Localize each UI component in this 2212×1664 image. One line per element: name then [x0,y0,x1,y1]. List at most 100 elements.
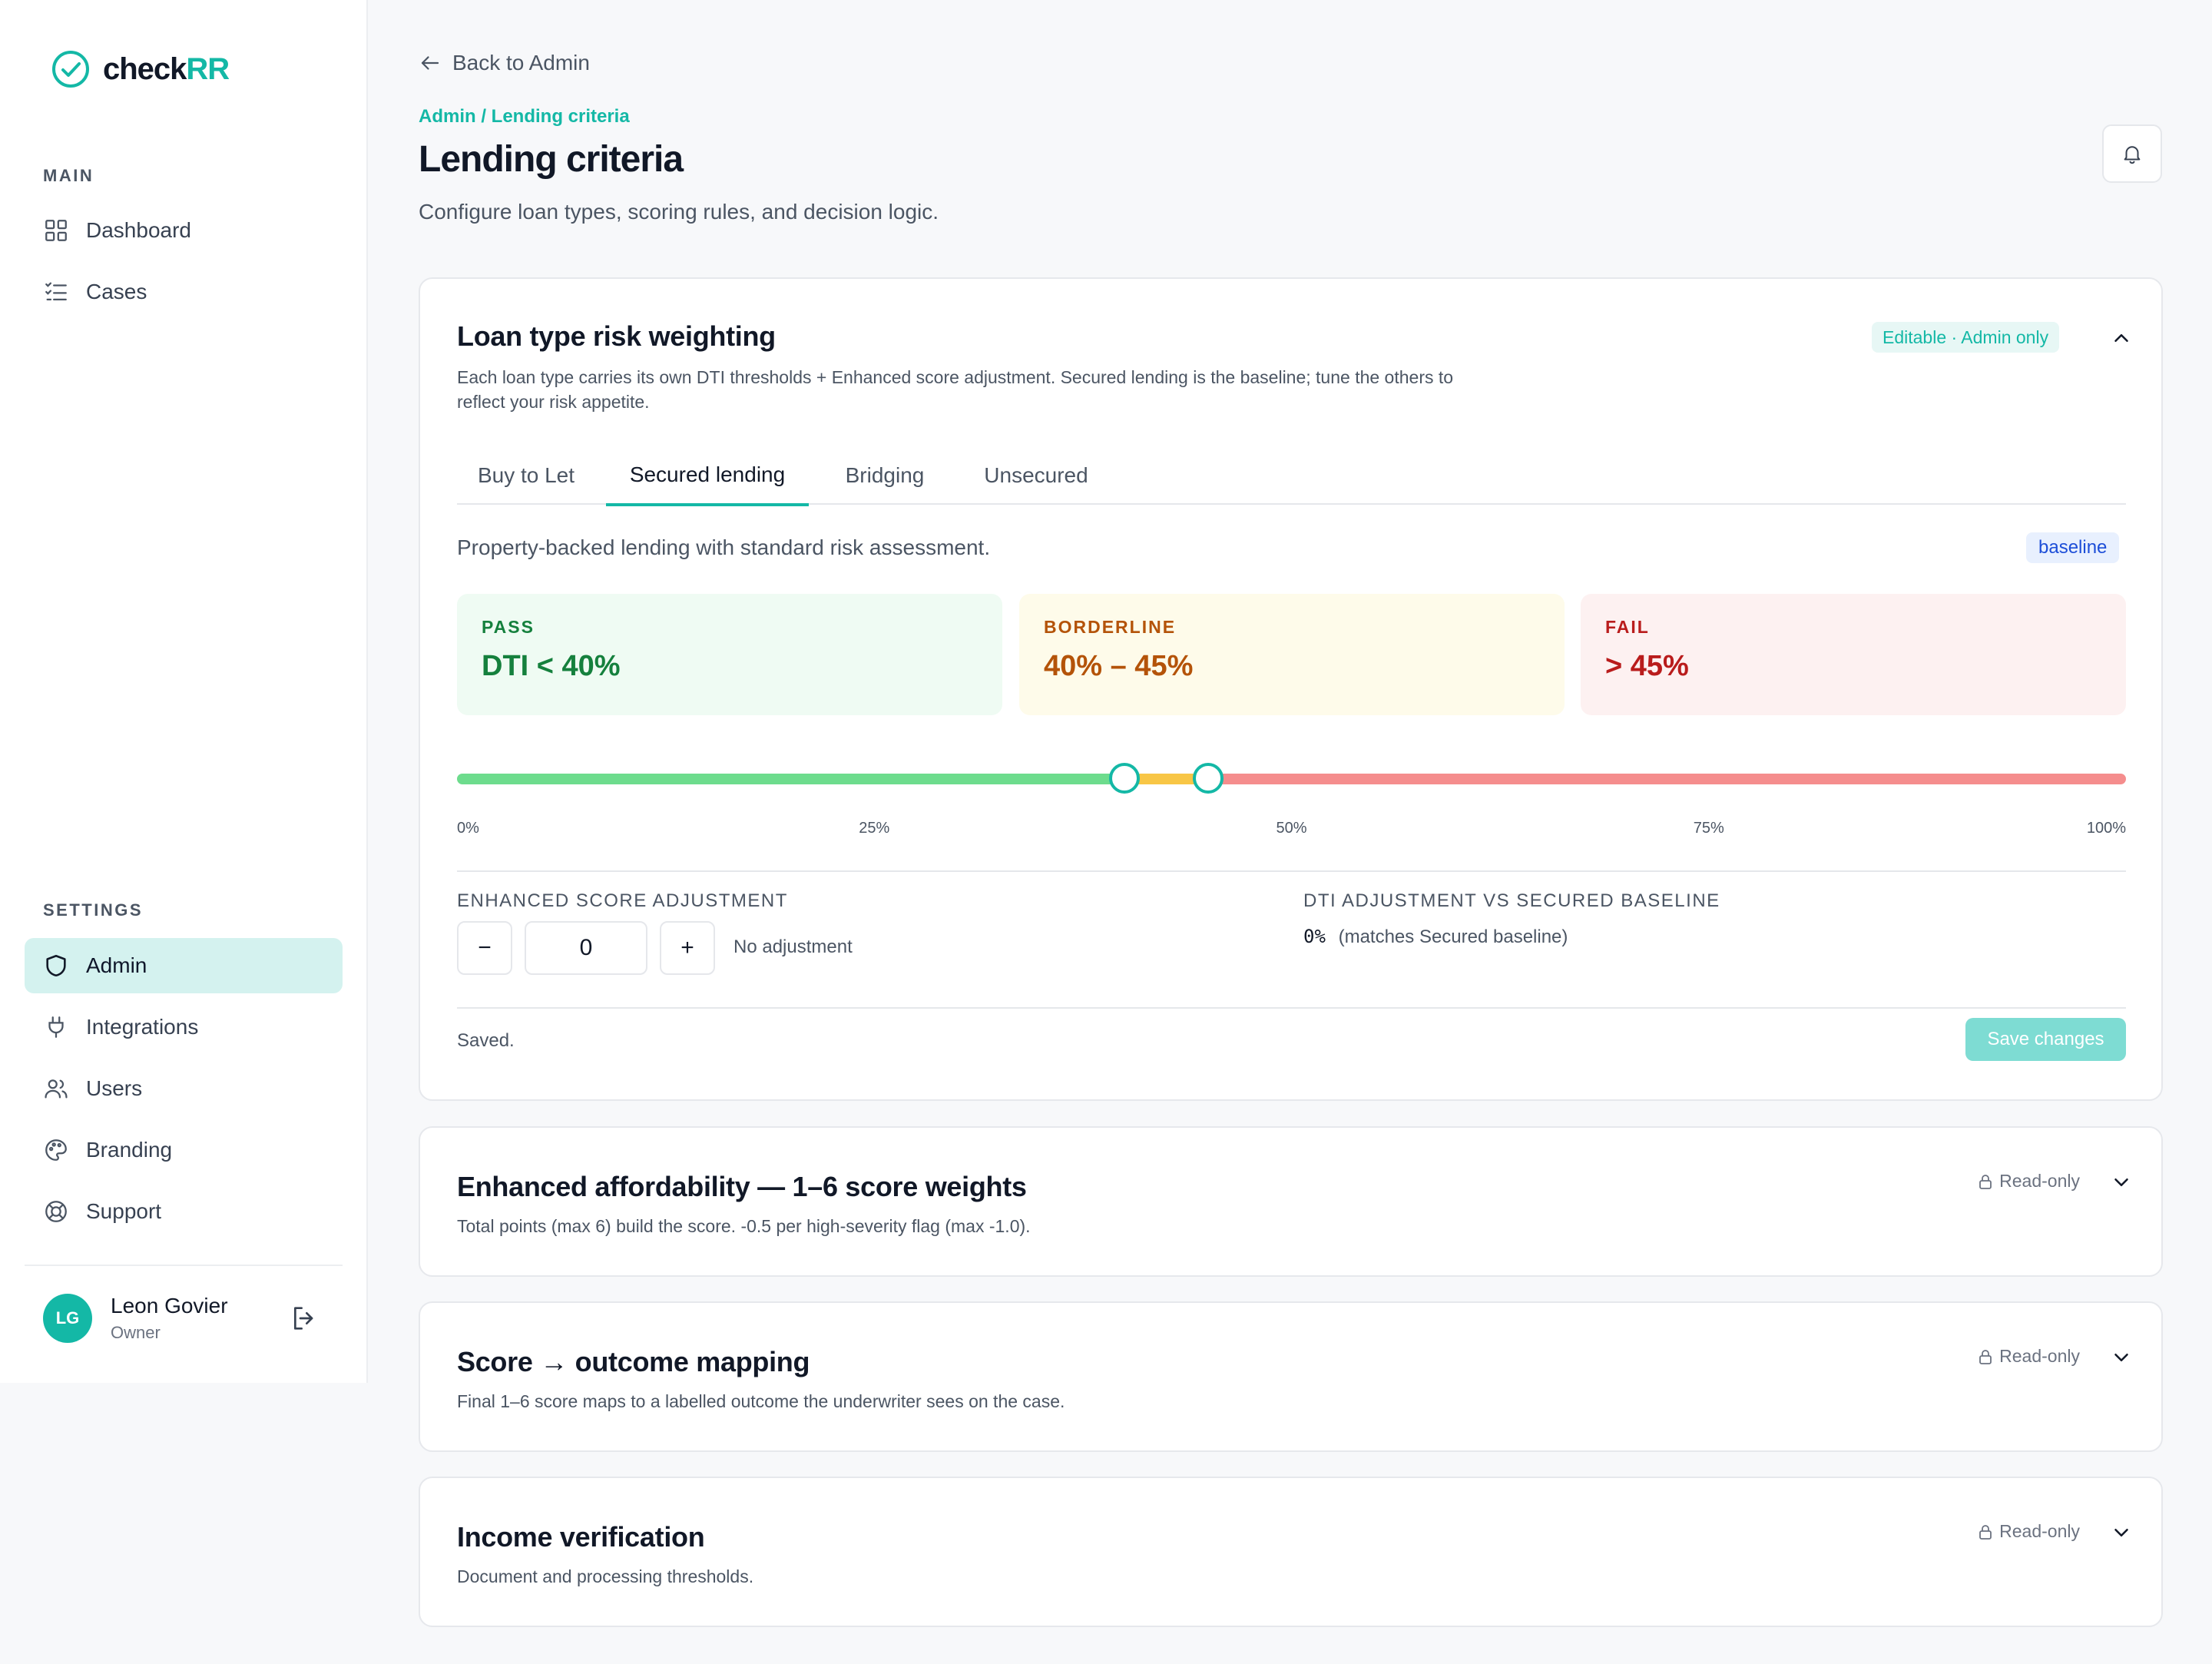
brand-name: checkRR [103,51,230,87]
sidebar-item-label: Users [86,1076,143,1100]
loan-type-tabs: Buy to Let Secured lending Bridging Unse… [457,446,2126,506]
tab-secured-lending[interactable]: Secured lending [606,446,809,506]
enhanced-score-label: ENHANCED SCORE ADJUSTMENT [457,890,788,911]
sidebar-item-users[interactable]: Users [25,1061,343,1116]
chevron-up-icon[interactable] [2110,327,2133,350]
save-status: Saved. [457,1030,515,1051]
read-only-badge: Read-only [1976,1171,2080,1192]
track-pass-segment [457,774,1125,784]
tab-bridging[interactable]: Bridging [845,463,925,487]
sidebar-item-integrations[interactable]: Integrations [25,999,343,1055]
card-title: Enhanced affordability — 1–6 score weigh… [457,1171,1027,1202]
fail-label: FAIL [1605,617,1650,637]
read-only-label: Read-only [1999,1171,2080,1191]
card-description: Final 1–6 score maps to a labelled outco… [457,1391,1065,1411]
logout-icon[interactable] [289,1303,320,1334]
brand-name-part2: RR [186,51,230,86]
sidebar-item-cases[interactable]: Cases [25,264,343,320]
sidebar-item-label: Cases [86,280,147,303]
sidebar-item-label: Branding [86,1138,173,1162]
back-link[interactable]: Back to Admin [419,51,590,75]
sidebar-item-label: Integrations [86,1015,199,1039]
track-borderline-segment [1124,774,1208,784]
read-only-label: Read-only [1999,1346,2080,1366]
increment-button[interactable]: + [660,921,715,975]
sidebar-item-branding[interactable]: Branding [25,1122,343,1178]
editable-badge: Editable · Admin only [1872,322,2060,353]
baseline-badge: baseline [2026,532,2120,563]
lifebuoy-icon [45,1201,67,1222]
sidebar: checkRR MAIN Dashboard Cases SETTINGS Ad… [0,0,368,1383]
slider-tick-label: 0% [457,820,479,837]
divider [457,1007,2126,1009]
slider-thumb-high[interactable] [1192,763,1224,794]
bell-icon [2124,146,2141,164]
tab-buy-to-let[interactable]: Buy to Let [477,463,575,487]
loan-card-title: Loan type risk weighting [457,320,776,352]
adjustment-note: No adjustment [733,936,853,957]
grid-icon [45,220,67,241]
section-label-settings: SETTINGS [43,900,144,920]
logo[interactable]: checkRR [51,49,230,89]
borderline-label: BORDERLINE [1044,617,1177,637]
avatar: LG [43,1294,92,1343]
income-verification-card[interactable]: Income verification Document and process… [419,1477,2163,1627]
slider-tick-label: 25% [859,820,890,837]
section-label-main: MAIN [43,166,94,185]
card-title: Income verification [457,1521,705,1553]
sidebar-item-label: Dashboard [86,218,191,242]
read-only-badge: Read-only [1976,1521,2080,1542]
track-fail-segment [1207,774,2126,784]
card-description: Total points (max 6) build the score. -0… [457,1216,1031,1236]
tab-unsecured[interactable]: Unsecured [984,463,1088,487]
dti-adjustment-note: (matches Secured baseline) [1338,926,1568,947]
page-subtitle: Configure loan types, scoring rules, and… [419,200,939,224]
plug-icon [48,1016,64,1038]
breadcrumb[interactable]: Admin / Lending criteria [419,106,630,127]
adjustment-input[interactable]: 0 [525,921,647,975]
chevron-down-icon[interactable] [2110,1171,2133,1194]
slider-tick-label: 75% [1693,820,1724,837]
user-role: Owner [111,1323,161,1342]
page-title: Lending criteria [419,139,684,180]
card-description: Document and processing thresholds. [457,1566,754,1586]
chevron-down-icon[interactable] [2110,1521,2133,1544]
lock-icon [1979,1524,1992,1540]
lock-icon [1979,1349,1992,1364]
sidebar-item-admin[interactable]: Admin [25,938,343,993]
user-profile[interactable]: LG Leon Govier Owner [43,1294,228,1343]
enhanced-affordability-card[interactable]: Enhanced affordability — 1–6 score weigh… [419,1126,2163,1277]
dti-slider-track[interactable] [457,774,2126,784]
chevron-down-icon[interactable] [2110,1346,2133,1369]
borderline-band: BORDERLINE 40% – 45% [1019,594,1565,715]
users-icon [45,1079,68,1099]
slider-tick-label: 50% [1276,820,1307,837]
notifications-button[interactable] [2102,124,2162,183]
fail-band: FAIL > 45% [1581,594,2126,715]
user-name: Leon Govier [111,1294,228,1318]
fail-value: > 45% [1605,650,1689,682]
card-title: Score → outcome mapping [457,1346,810,1377]
decrement-button[interactable]: − [457,921,512,975]
dti-adjustment-readout: 0% (matches Secured baseline) [1303,926,1568,948]
sidebar-divider [25,1265,343,1266]
loan-type-card: Loan type risk weighting Editable · Admi… [419,277,2163,1101]
checklist-icon [45,282,67,301]
pass-band: PASS DTI < 40% [457,594,1002,715]
lock-icon [1979,1174,1992,1189]
dti-adjustment-label: DTI ADJUSTMENT VS SECURED BASELINE [1303,890,1720,911]
slider-thumb-low[interactable] [1109,763,1141,794]
loan-card-description: Each loan type carries its own DTI thres… [457,367,1454,412]
slider-tick-label: 100% [2086,820,2126,837]
sidebar-item-dashboard[interactable]: Dashboard [25,203,343,258]
sidebar-item-label: Admin [86,953,147,977]
save-button[interactable]: Save changes [1965,1018,2126,1061]
brand-name-part1: check [103,51,187,86]
back-link-label: Back to Admin [452,51,590,75]
sidebar-item-support[interactable]: Support [25,1184,343,1239]
read-only-badge: Read-only [1976,1346,2080,1367]
pass-value: DTI < 40% [482,650,621,682]
score-outcome-card[interactable]: Score → outcome mapping Final 1–6 score … [419,1301,2163,1452]
sidebar-item-label: Support [86,1199,162,1223]
